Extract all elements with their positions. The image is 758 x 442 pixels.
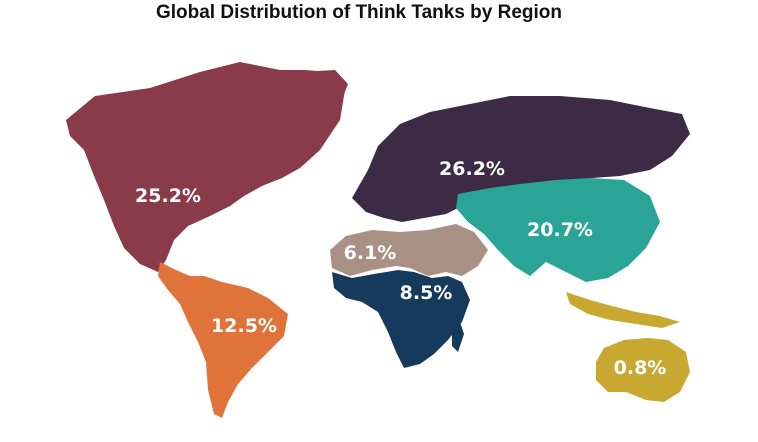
region-europe: 26.2%	[352, 96, 690, 222]
region-label-north-america: 25.2%	[135, 185, 201, 207]
map-title: Global Distribution of Think Tanks by Re…	[155, 2, 563, 23]
region-label-europe: 26.2%	[439, 158, 505, 180]
region-shape-sub-saharan-africa	[332, 270, 470, 368]
region-shape-greenland	[264, 70, 348, 160]
region-shape-latin-america	[158, 262, 288, 418]
region-shape-middle-east-north-africa	[330, 224, 488, 276]
region-latin-america: 12.5%	[158, 262, 288, 418]
region-shape-indonesia	[566, 292, 680, 328]
region-label-middle-east-north-africa: 6.1%	[344, 242, 397, 264]
region-label-sub-saharan-africa: 8.5%	[400, 282, 453, 304]
region-label-oceania: 0.8%	[614, 357, 667, 379]
region-asia: 20.7%	[456, 178, 660, 282]
region-shape-europe	[352, 96, 690, 222]
region-shape-asia	[456, 178, 660, 282]
region-label-latin-america: 12.5%	[211, 315, 277, 337]
region-middle-east-north-africa: 6.1%	[330, 224, 488, 276]
region-sub-saharan-africa: 8.5%	[332, 270, 470, 368]
region-shape-madagascar	[452, 322, 464, 352]
region-label-asia: 20.7%	[527, 219, 593, 241]
region-shape-oceania	[596, 338, 690, 402]
region-oceania: 0.8%	[566, 292, 690, 402]
